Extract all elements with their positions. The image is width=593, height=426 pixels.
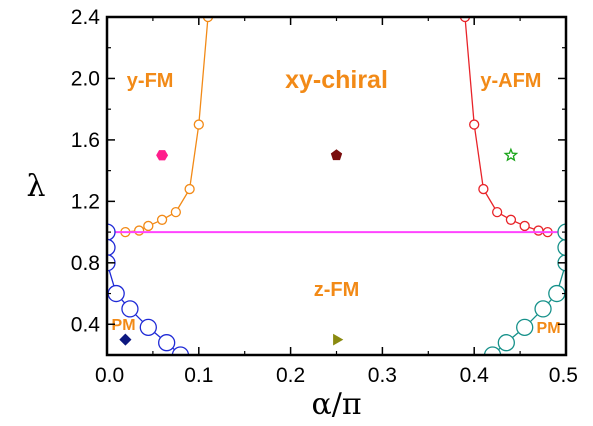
x-axis-title: α/π bbox=[311, 387, 361, 421]
x-tick-label: 0.3 bbox=[368, 364, 397, 387]
series-point-blue-boundary-5 bbox=[139, 318, 157, 336]
point-y-fm bbox=[156, 150, 169, 161]
series-red-boundary bbox=[459, 17, 566, 238]
x-tick-label: 0.5 bbox=[549, 364, 578, 387]
y-tick-label: 0.4 bbox=[71, 313, 101, 336]
series-point-red-boundary-3 bbox=[491, 206, 503, 218]
series-blue-boundary bbox=[107, 223, 190, 355]
label-z-fm: z-FM bbox=[314, 279, 360, 301]
label-y-fm: y-FM bbox=[127, 70, 174, 92]
series-point-teal-boundary-0 bbox=[483, 346, 502, 355]
series-point-orange-boundary-5 bbox=[170, 206, 182, 218]
series-orange-boundary bbox=[107, 17, 214, 238]
y-tick-label: 1.6 bbox=[71, 129, 100, 152]
y-tick-label: 0.8 bbox=[71, 252, 100, 275]
series-point-teal-boundary-6 bbox=[557, 238, 566, 257]
label-pm-right: PM bbox=[537, 320, 561, 337]
series-point-red-boundary-2 bbox=[478, 183, 489, 195]
series-point-blue-boundary-4 bbox=[121, 300, 139, 318]
series-point-orange-boundary-4 bbox=[156, 214, 168, 225]
series-line-orange-boundary bbox=[107, 17, 209, 233]
series-point-red-boundary-6 bbox=[533, 225, 544, 236]
point-xy-chiral bbox=[330, 149, 343, 161]
series-point-orange-boundary-2 bbox=[133, 225, 145, 236]
label-xy-chiral: xy-chiral bbox=[285, 66, 388, 94]
x-tick-label: 0.4 bbox=[460, 364, 490, 387]
y-tick-label: 2.4 bbox=[71, 6, 101, 29]
plot-layer: y-FM xy-chiral y-AFM z-FM PM PM bbox=[107, 17, 566, 355]
series-point-blue-boundary-7 bbox=[171, 346, 190, 355]
series-point-orange-boundary-6 bbox=[184, 183, 195, 195]
series-point-orange-boundary-7 bbox=[193, 119, 204, 130]
label-pm-left: PM bbox=[112, 317, 136, 334]
series-teal-boundary bbox=[483, 223, 566, 355]
y-tick-label: 1.2 bbox=[71, 190, 100, 213]
label-y-afm: y-AFM bbox=[480, 70, 541, 92]
y-tick-label: 2.0 bbox=[71, 67, 100, 90]
series-point-orange-boundary-3 bbox=[143, 220, 154, 232]
series-point-red-boundary-5 bbox=[519, 220, 530, 232]
series-point-blue-boundary-6 bbox=[158, 334, 176, 352]
series-point-red-boundary-1 bbox=[469, 119, 480, 130]
y-axis-title: λ bbox=[26, 169, 45, 204]
point-pm bbox=[119, 333, 132, 346]
tick-layer: 0.0 0.1 0.2 0.3 0.4 0.5 0.4 0.8 1.2 1.6 2.0 2.4 bbox=[71, 6, 578, 387]
x-tick-label: 0.2 bbox=[276, 364, 305, 387]
point-y-afm bbox=[503, 147, 519, 162]
series-point-teal-boundary-2 bbox=[516, 318, 534, 336]
series-point-blue-boundary-1 bbox=[107, 238, 116, 257]
x-tick-label: 0.1 bbox=[184, 364, 213, 387]
x-tick-label: 0.0 bbox=[95, 364, 124, 387]
point-z-fm bbox=[333, 333, 344, 346]
series-point-red-boundary-4 bbox=[505, 214, 517, 225]
series-point-teal-boundary-3 bbox=[534, 300, 552, 318]
series-line-red-boundary bbox=[464, 17, 566, 233]
series-point-teal-boundary-1 bbox=[497, 334, 515, 352]
